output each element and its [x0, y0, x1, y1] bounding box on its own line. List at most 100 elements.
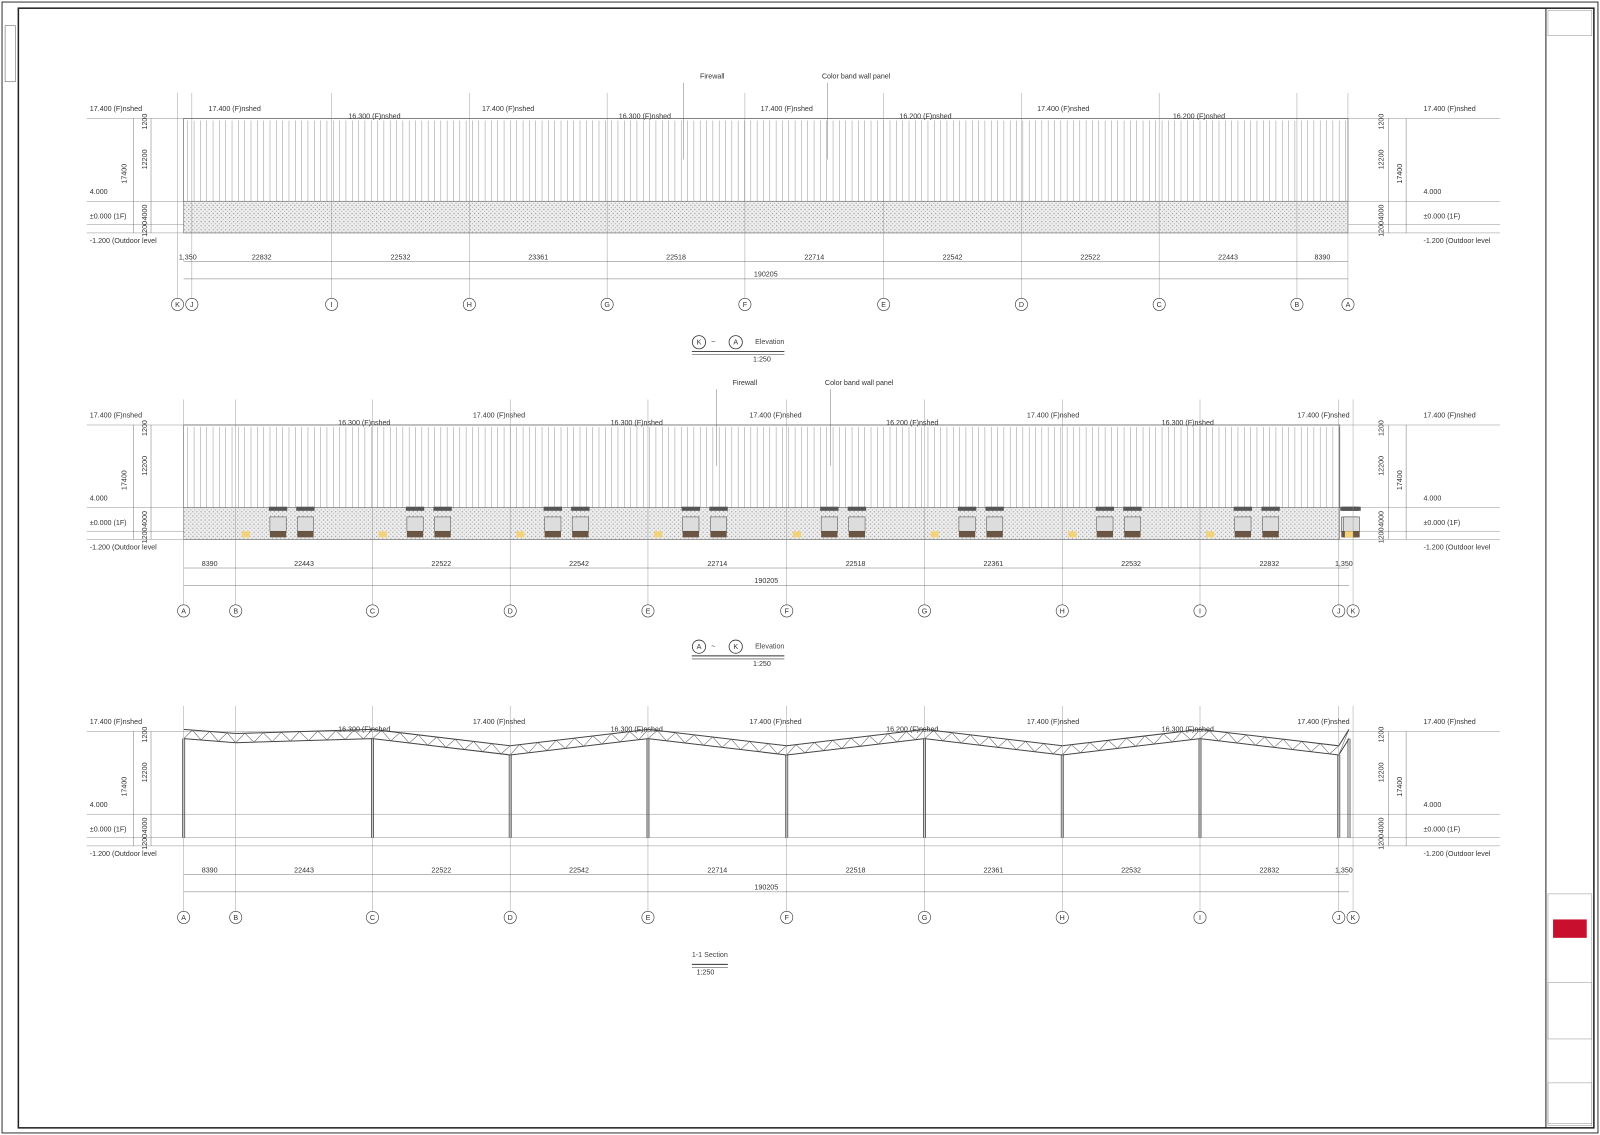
truss-web [869, 735, 879, 745]
axis-label: H [467, 301, 472, 309]
truss-web [482, 743, 493, 752]
vertical-dimension: 17400 [1396, 470, 1404, 490]
roof-level-label: 17.400 (F)nshed [749, 718, 801, 726]
dock-base [986, 531, 1003, 538]
truss-web [961, 734, 971, 744]
vertical-dimension: 1200 [141, 727, 149, 743]
title-bubble [728, 335, 743, 350]
truss-web [1098, 740, 1109, 751]
dimension-text: 22542 [569, 866, 589, 874]
truss-web [712, 736, 723, 748]
wall-panel [183, 118, 1349, 202]
truss-web [1320, 743, 1330, 755]
level-label: 17.400 (F)nshed [90, 412, 142, 420]
dock-door [406, 516, 424, 532]
title-bubble [728, 639, 743, 654]
dimension-text: 1,350 [179, 253, 197, 261]
dock-base [710, 531, 727, 538]
dock-door [1096, 516, 1114, 532]
total-dimension: 190205 [754, 577, 778, 585]
title-axis: K [733, 643, 738, 651]
truss-web [1126, 737, 1136, 747]
axis-bubble [503, 910, 517, 924]
vertical-dimension: 4000 [141, 817, 149, 833]
level-label: 4.000 [90, 801, 108, 809]
dimension-text: 22532 [391, 253, 411, 261]
truss-web [354, 729, 364, 740]
roof-level-label: 17.400 (F)nshed [761, 105, 813, 113]
dimension-text: 22542 [943, 253, 963, 261]
dimension-text: 22518 [846, 866, 866, 874]
truss-web [666, 732, 676, 741]
truss-web [281, 731, 291, 742]
roof-level-label: 16.300 (F)nshed [338, 725, 390, 733]
axis-bubble [738, 298, 752, 311]
truss-web [592, 735, 603, 745]
truss-web [1135, 735, 1146, 747]
axis-label: A [181, 914, 186, 922]
axis-label: J [1337, 914, 1341, 922]
dock-door [269, 516, 287, 532]
roof-level-label: 17.400 (F)nshed [1297, 412, 1349, 420]
truss-web [997, 739, 1008, 748]
bollard [1068, 531, 1077, 538]
truss-web [317, 730, 328, 741]
axis-label: A [181, 607, 186, 615]
dock-canopy [847, 506, 867, 511]
axis-bubble [1055, 910, 1069, 924]
vertical-dimension: 1200 [141, 420, 149, 436]
vertical-dimension: 1200 [141, 834, 149, 850]
truss-web [344, 729, 355, 740]
level-label: 17.400 (F)nshed [90, 105, 142, 113]
level-label: 4.000 [1423, 494, 1441, 502]
axis-bubble [229, 910, 243, 924]
axis-label: I [1199, 914, 1201, 922]
truss-web [290, 731, 300, 742]
roof-level-label: 16.300 (F)nshed [611, 419, 663, 427]
vertical-dimension: 1200 [141, 114, 149, 130]
truss-web [409, 734, 419, 744]
axis-bubble [1152, 298, 1166, 311]
vertical-dimension: 17400 [1396, 777, 1404, 797]
truss-web [638, 729, 649, 740]
elevation-facade [183, 118, 1349, 234]
roof-level-label: 16.300 (F)nshed [619, 112, 671, 120]
truss-web [1218, 732, 1228, 741]
dock-base [1234, 531, 1252, 538]
level-label: 4.000 [90, 188, 108, 196]
level-label: ±0.000 (1F) [90, 212, 127, 220]
truss-web [183, 729, 193, 739]
roof-level-label: 17.400 (F)nshed [1027, 718, 1079, 726]
truss-web [657, 730, 667, 741]
axis-bubble [1015, 298, 1028, 311]
annotation: Firewall [733, 379, 758, 387]
truss-web [1246, 734, 1256, 746]
truss-web [684, 734, 695, 744]
annotation: Firewall [700, 73, 725, 81]
truss-web [500, 745, 511, 755]
title-bubble [691, 639, 707, 654]
dock-canopy [709, 506, 728, 511]
title-separator: ~ [711, 338, 715, 346]
total-dimension: 190205 [754, 271, 778, 279]
truss-web [1199, 730, 1210, 739]
bollard [241, 531, 250, 538]
roof-level-label: 16.300 (F)nshed [338, 419, 390, 427]
truss-web [418, 734, 428, 746]
roof-level-label: 16.300 (F)nshed [611, 725, 663, 733]
inner-frame [17, 7, 1595, 1129]
truss-web [565, 737, 575, 749]
axis-bubble [325, 298, 339, 311]
truss-web [445, 739, 456, 748]
bollard [792, 531, 802, 538]
axis-label: K [175, 301, 180, 309]
truss-web [1052, 745, 1063, 755]
axis-label: E [646, 914, 651, 922]
truss-web [1107, 740, 1118, 749]
level-label: ±0.000 (1F) [1423, 212, 1460, 220]
dimension-text: 1,350 [1335, 866, 1353, 874]
axis-label: H [1060, 914, 1065, 922]
dock-base [682, 531, 699, 538]
dock-door [571, 516, 589, 532]
dock-door [296, 516, 314, 532]
